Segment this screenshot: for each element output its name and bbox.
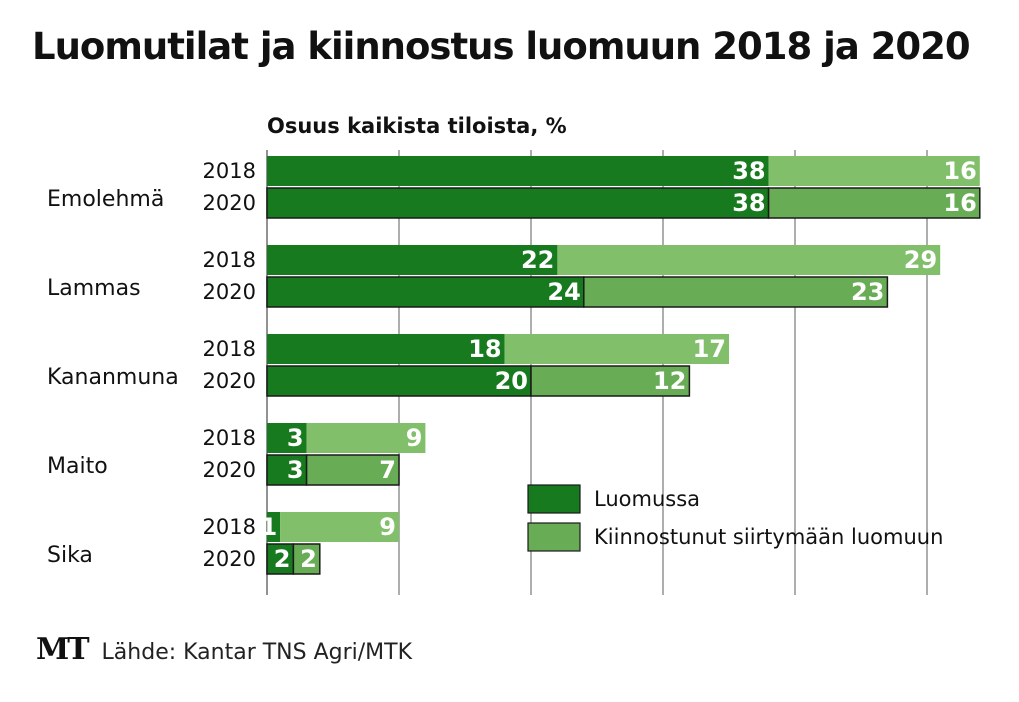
bar-luomussa xyxy=(266,454,308,486)
bar-luomussa xyxy=(267,245,558,275)
year-label: 2020 xyxy=(203,191,256,215)
value-label-luomussa: 2 xyxy=(274,545,291,573)
value-label-luomussa: 3 xyxy=(287,424,304,452)
chart-title: Luomutilat ja kiinnostus luomuun 2018 ja… xyxy=(32,25,971,68)
category-label: Emolehmä xyxy=(47,187,164,212)
year-label: 2020 xyxy=(203,280,256,304)
value-label-kiinnostunut: 7 xyxy=(379,456,396,484)
value-label-kiinnostunut: 29 xyxy=(904,246,937,274)
bar-kiinnostunut xyxy=(280,512,399,542)
bar-kiinnostunut xyxy=(305,454,400,486)
bar-kiinnostunut xyxy=(583,276,889,308)
category-label: Sika xyxy=(47,543,93,568)
legend-label: Luomussa xyxy=(594,487,700,511)
legend: Luomussa Kiinnostunut siirtymään luomuun xyxy=(527,484,943,552)
value-label-kiinnostunut: 9 xyxy=(379,513,396,541)
bar-kiinnostunut xyxy=(530,365,691,397)
value-label-kiinnostunut: 17 xyxy=(693,335,726,363)
bar-luomussa xyxy=(266,187,770,219)
legend-label: Kiinnostunut siirtymään luomuun xyxy=(594,525,943,549)
value-label-kiinnostunut: 2 xyxy=(300,545,317,573)
year-label: 2020 xyxy=(203,369,256,393)
value-label-luomussa: 3 xyxy=(287,456,304,484)
value-label-luomussa: 38 xyxy=(732,189,765,217)
category-label: Maito xyxy=(47,454,108,479)
category-label: Kananmuna xyxy=(47,365,179,390)
year-label: 2020 xyxy=(203,458,256,482)
legend-swatch xyxy=(527,522,581,552)
bar-luomussa xyxy=(267,423,307,453)
value-label-kiinnostunut: 9 xyxy=(406,424,423,452)
legend-swatch xyxy=(527,484,581,514)
bar-luomussa xyxy=(267,512,281,542)
year-label: 2020 xyxy=(203,547,256,571)
bar-luomussa xyxy=(266,365,532,397)
chart-subtitle: Osuus kaikista tiloista, % xyxy=(267,114,567,138)
footer: MT Lähde: Kantar TNS Agri/MTK xyxy=(36,632,412,667)
value-label-luomussa: 38 xyxy=(732,157,765,185)
year-label: 2018 xyxy=(203,159,256,183)
year-label: 2018 xyxy=(203,426,256,450)
value-label-luomussa: 20 xyxy=(495,367,528,395)
bars xyxy=(266,156,981,575)
year-label: 2018 xyxy=(203,337,256,361)
value-label-kiinnostunut: 23 xyxy=(851,278,884,306)
value-label-kiinnostunut: 16 xyxy=(943,157,976,185)
bar-luomussa xyxy=(267,334,505,364)
value-label-kiinnostunut: 16 xyxy=(943,189,976,217)
bar-kiinnostunut xyxy=(292,543,321,575)
year-label: 2018 xyxy=(203,248,256,272)
category-label: Lammas xyxy=(47,276,141,301)
bar-kiinnostunut xyxy=(768,156,980,186)
bar-kiinnostunut xyxy=(306,423,426,453)
mt-logo: MT xyxy=(36,632,90,667)
value-label-luomussa: 22 xyxy=(521,246,554,274)
value-label-luomussa: 1 xyxy=(260,513,277,541)
year-label: 2018 xyxy=(203,515,256,539)
value-label-kiinnostunut: 12 xyxy=(653,367,686,395)
bar-kiinnostunut xyxy=(767,187,981,219)
source-note: Lähde: Kantar TNS Agri/MTK xyxy=(101,640,413,665)
bar-kiinnostunut xyxy=(504,334,729,364)
value-label-luomussa: 24 xyxy=(547,278,580,306)
bar-luomussa xyxy=(266,276,585,308)
value-label-luomussa: 18 xyxy=(468,335,501,363)
bar-luomussa xyxy=(267,156,769,186)
bar-kiinnostunut xyxy=(557,245,941,275)
